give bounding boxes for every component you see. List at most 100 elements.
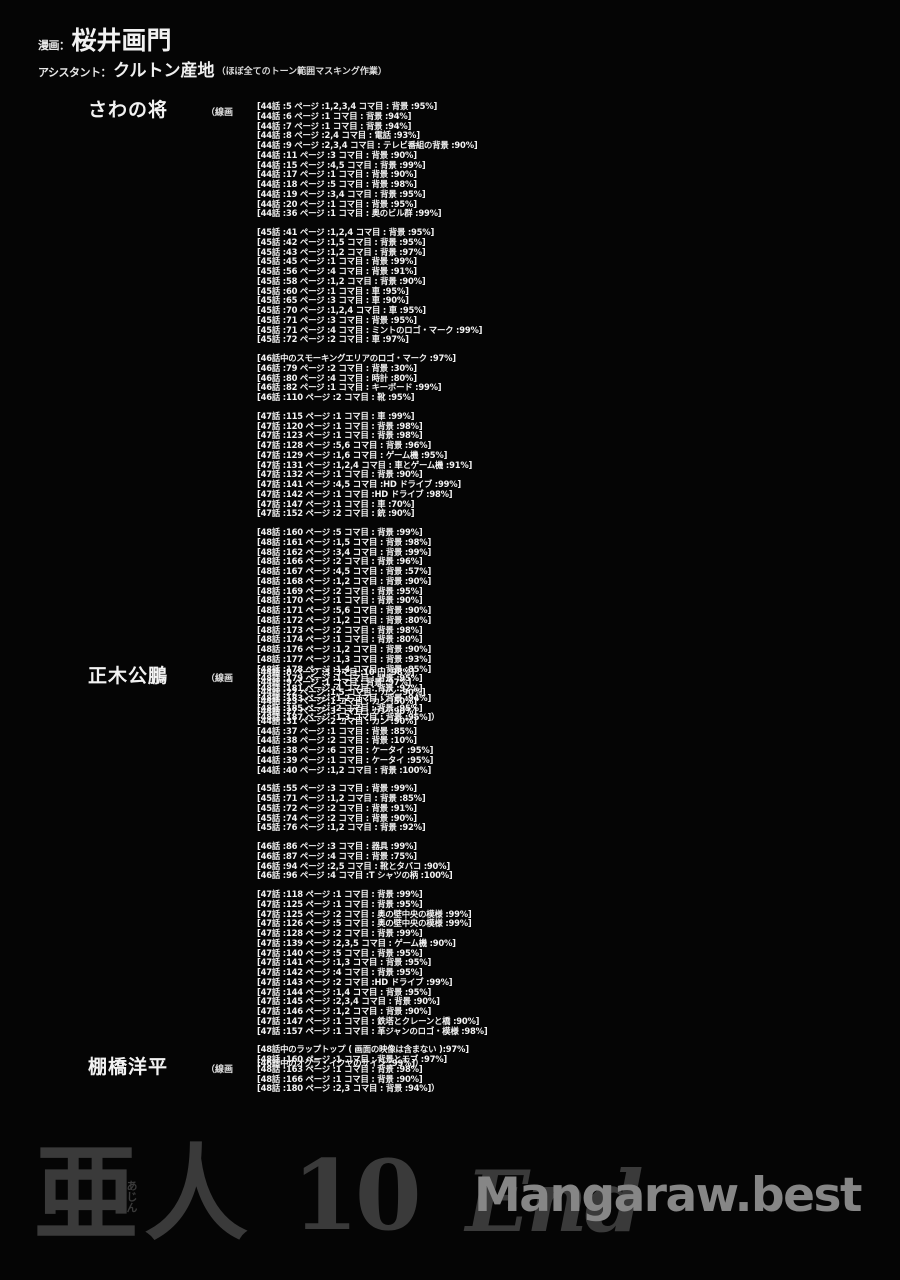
artist-name-tanahashi: 棚橋洋平 xyxy=(88,1056,169,1078)
entry-item: [44話 :6 ページ :1 コマ目 : 背景 :94%] xyxy=(257,110,412,121)
entry-item: [45話 :72 ページ :2 コマ目 : 車 :97%] xyxy=(257,334,409,345)
artist-name-masaki: 正木公鵬 xyxy=(88,665,169,687)
entry-item: [47話 :145 ページ :2,3,4 コマ目 : 背景 :90%] xyxy=(257,996,440,1007)
entry-item: [44話 :11 ページ :3 コマ目 : 背景 :90%] xyxy=(257,149,417,160)
entry-item: [48話 :170 ページ :1 コマ目 : 背景 :90%] xyxy=(257,595,423,606)
entry-item: [47話 :141 ページ :1,3 コマ目 : 背景 :95%] xyxy=(257,957,432,968)
entry-item: [48話 :168 ページ :1,2 コマ目 : 背景 :90%] xyxy=(257,575,432,586)
entry-item: [48話 :166 ページ :1 コマ目 : 背景 :90%] xyxy=(257,1073,423,1084)
entry-item: [47話 :120 ページ :1 コマ目 : 背景 :98%] xyxy=(257,420,423,431)
entry-item: [47話 :129 ページ :1,6 コマ目 : ゲーム機 :95%] xyxy=(257,449,448,460)
entry-item: [48話 :163 ページ :1 コマ目 : 背景 :98%] xyxy=(257,1063,423,1074)
entry-item: [46話 :79 ページ :2 コマ目 : 背景 :30%] xyxy=(257,362,417,373)
entry-item: [46話 :82 ページ :1 コマ目 : キーボード :99%] xyxy=(257,382,442,393)
entry-item: [47話 :143 ページ :2 コマ目 :HD ドライブ :99%] xyxy=(257,976,453,987)
entry-item: [48話 :167 ページ :4,5 コマ目 : 背景 :57%] xyxy=(257,566,432,576)
entry-item: [46話 :87 ページ :4 コマ目 : 背景 :75%] xyxy=(257,850,417,861)
entry-item: [44話 :37 ページ :1 コマ目 : 背景 :85%] xyxy=(257,725,417,736)
entry-item: [44話 :17 ページ :1 コマ目 : 背景 :90%] xyxy=(257,169,417,180)
artist-name-sawano: さわの将 xyxy=(88,99,169,121)
entry-item: [48話 :178 ページ :1,4 コマ目 : 背景 :85%] xyxy=(257,663,432,674)
entry-item: [45話 :70 ページ :1,2,4 コマ目 : 車 :95%] xyxy=(257,305,426,315)
entry-item: [48話 :166 ページ :2 コマ目 : 背景 :96%] xyxy=(257,556,423,567)
entry-item: [48話 :161 ページ :1,5 コマ目 : 背景 :98%] xyxy=(257,536,432,547)
entry-group: [48話中のラップトップ ( 画面の映像は含まない ):97%] [48話 :1… xyxy=(257,1044,487,1094)
entry-item: [45話 :60 ページ :1 コマ目 : 車 :95%] xyxy=(257,285,409,296)
entry-item: [45話 :65 ページ :3 コマ目 : 車 :90%] xyxy=(257,295,409,306)
entry-item: [48話中のラップトップ ( 画面の映像は含まない ):97%] xyxy=(257,1044,469,1055)
entry-item: [48話 :160 ページ :5 コマ目 : 背景 :99%] xyxy=(257,527,423,537)
entry-item: [48話 :174 ページ :1 コマ目 : 背景 :80%] xyxy=(257,634,423,645)
entry-item: [44話 :9 ページ :1 コマ目 : 背景 :97%] xyxy=(257,676,412,687)
entry-item: [47話 :126 ページ :5 コマ目 : 奥の壁中央の模様 :99%] xyxy=(257,918,472,929)
entry-list-sawano: [44話 :5 ページ :1,2,3,4 コマ目 : 背景 :95%] [44話… xyxy=(257,101,483,723)
entry-group: [46話 :86 ページ :3 コマ目 : 器具 :99%] [46話 :87 … xyxy=(257,841,487,881)
entry-item: [47話 :128 ページ :2 コマ目 : 背景 :99%] xyxy=(257,928,423,938)
entry-item: [45話 :41 ページ :1,2,4 コマ目 : 背景 :95%] xyxy=(257,227,435,237)
entry-item: [45話 :55 ページ :3 コマ目 : 背景 :99%] xyxy=(257,783,417,794)
manga-label: 漫画： xyxy=(38,39,70,52)
volume-logo: 亜人 あじん 10 End xyxy=(34,1124,643,1252)
series-title-furigana: あじん xyxy=(125,1179,138,1213)
entry-item: [44話 :19 ページ :3,4 コマ目 : 背景 :95%] xyxy=(257,188,426,199)
site-watermark: Mangaraw.best xyxy=(474,1168,862,1223)
entry-group: [44話 :5 ページ :1,2,3,4 コマ目 : 背景 :95%] [44話… xyxy=(257,101,482,219)
credits-header: 漫画： 桜井画門 アシスタント： クルトン産地 （ほぼ全てのトーン範囲マスキング… xyxy=(38,28,858,80)
volume-number: 10 xyxy=(292,1139,422,1252)
entry-item: [46話 :80 ページ :4 コマ目 : 時計 :80%] xyxy=(257,372,417,383)
entry-item: [48話 :187 ページ :1,3 コマ目 : 背景 :95%]） xyxy=(257,712,440,723)
assistant-note: （ほぼ全てのトーン範囲マスキング作業） xyxy=(216,67,387,77)
entry-item: [44話 :15 ページ :4,5 コマ目 : 背景 :99%] xyxy=(257,159,426,170)
entry-item: [44話 :9 ページ :2,3,4 コマ目 : テレビ番組の背景 :90%] xyxy=(257,140,478,150)
entry-item: [44話 :38 ページ :6 コマ目 : ケータイ :95%] xyxy=(257,745,434,755)
entry-item: [46話 :86 ページ :3 コマ目 : 器具 :99%] xyxy=(257,841,417,851)
entry-item: [44話 :22 ページ :1,5 コマ目 : カン :90%] xyxy=(257,686,426,697)
entry-list-masaki: [44話 :8 ページ :3 コマ目 :10 円 :98%] [44話 :9 ペ… xyxy=(257,667,488,1094)
entry-item: [47話 :128 ページ :5,6 コマ目 : 背景 :96%] xyxy=(257,440,432,450)
entry-item: [44話 :20 ページ :1 コマ目 : 背景 :95%] xyxy=(257,198,417,209)
artist-tag-masaki: （線画 xyxy=(206,674,234,684)
entry-group: [48話 :160 ページ :5 コマ目 : 背景 :99%] [48話 :16… xyxy=(257,527,482,723)
credit-section-tanahashi: 棚橋洋平 （線画 [46話中のオグラ・イクヤのサイン :99%]） xyxy=(88,1058,423,1077)
entry-item: [44話 :38 ページ :2 コマ目 : 背景 :10%] xyxy=(257,735,417,746)
assistant-label: アシスタント： xyxy=(38,66,112,79)
entry-item: [48話 :177 ページ :1,3 コマ目 : 背景 :93%] xyxy=(257,653,432,664)
credit-section-masaki: 正木公鵬 （線画 [44話 :8 ページ :3 コマ目 :10 円 :98%] … xyxy=(88,665,488,1094)
assistant-credit: アシスタント： クルトン産地 （ほぼ全てのトーン範囲マスキング作業） xyxy=(38,63,858,80)
credit-section-sawano: さわの将 （線画 [44話 :5 ページ :1,2,3,4 コマ目 : 背景 :… xyxy=(88,101,482,723)
entry-item: [45話 :42 ページ :1,5 コマ目 : 背景 :95%] xyxy=(257,236,426,247)
entry-item: [45話 :58 ページ :1,2 コマ目 : 背景 :90%] xyxy=(257,275,426,286)
entry-group: [46話中のオグラ・イクヤのサイン :99%]） xyxy=(257,1058,424,1069)
entry-item: [47話 :147 ページ :1 コマ目 : 車 :70%] xyxy=(257,498,415,509)
entry-item: [48話 :160 ページ :1 コマ目 : 背景とモブ :97%] xyxy=(257,1054,448,1064)
entry-item: [46話中のオグラ・イクヤのサイン :99%]） xyxy=(257,1058,424,1068)
entry-item: [47話 :157 ページ :1 コマ目 : 革ジャンのロゴ・模様 :98%] xyxy=(257,1025,488,1036)
entry-item: [48話 :173 ページ :2 コマ目 : 背景 :98%] xyxy=(257,624,423,635)
entry-item: [44話 :8 ページ :3 コマ目 :10 円 :98%] xyxy=(257,667,415,677)
entry-item: [48話 :176 ページ :1,2 コマ目 : 背景 :90%] xyxy=(257,644,432,654)
artist-tag-sawano: （線画 xyxy=(206,108,234,118)
entry-item: [47話 :144 ページ :1,4 コマ目 : 背景 :95%] xyxy=(257,986,432,997)
manga-author-credit: 漫画： 桜井画門 xyxy=(38,28,858,53)
manga-author-name: 桜井画門 xyxy=(71,26,172,55)
entry-group: [45話 :41 ページ :1,2,4 コマ目 : 背景 :95%] [45話 … xyxy=(257,227,483,345)
entry-item: [44話 :27 ページ :3 コマ目 : カン :90%] xyxy=(257,706,417,716)
entry-item: [48話 :185 ページ :2 コマ目 : 背景 :95%] xyxy=(257,702,423,713)
entry-item: [47話 :131 ページ :1,2,4 コマ目 : 車とゲーム機 :91%] xyxy=(257,459,473,470)
entry-item: [47話 :132 ページ :1 コマ目 : 背景 :90%] xyxy=(257,469,423,480)
series-title-text: 亜人 xyxy=(34,1132,255,1256)
artist-tag-tanahashi: （線画 xyxy=(206,1065,234,1075)
entry-group: [47話 :118 ページ :1 コマ目 : 背景 :99%] [47話 :12… xyxy=(257,889,488,1036)
entry-item: [48話 :169 ページ :2 コマ目 : 背景 :95%] xyxy=(257,585,423,596)
entry-item: [47話 :118 ページ :1 コマ目 : 背景 :99%] xyxy=(257,889,423,899)
entry-item: [45話 :43 ページ :1,2 コマ目 : 背景 :97%] xyxy=(257,246,426,257)
entry-item: [45話 :76 ページ :1,2 コマ目 : 背景 :92%] xyxy=(257,822,426,833)
entry-item: [45話 :45 ページ :1 コマ目 : 背景 :99%] xyxy=(257,256,417,267)
entry-item: [44話 :8 ページ :2,4 コマ目 : 電話 :93%] xyxy=(257,130,420,141)
entry-item: [48話 :181 ページ :4 コマ目 : 背景 :92%] xyxy=(257,683,423,693)
entry-item: [45話 :72 ページ :2 コマ目 : 背景 :91%] xyxy=(257,802,417,813)
entry-item: [44話 :39 ページ :1 コマ目 : ケータイ :95%] xyxy=(257,754,434,765)
entry-item: [46話 :110 ページ :2 コマ目 : 靴 :95%] xyxy=(257,392,415,402)
entry-item: [45話 :71 ページ :4 コマ目 : ミントのロゴ・マーク :99%] xyxy=(257,324,483,335)
entry-item: [44話 :18 ページ :5 コマ目 : 背景 :98%] xyxy=(257,179,417,189)
